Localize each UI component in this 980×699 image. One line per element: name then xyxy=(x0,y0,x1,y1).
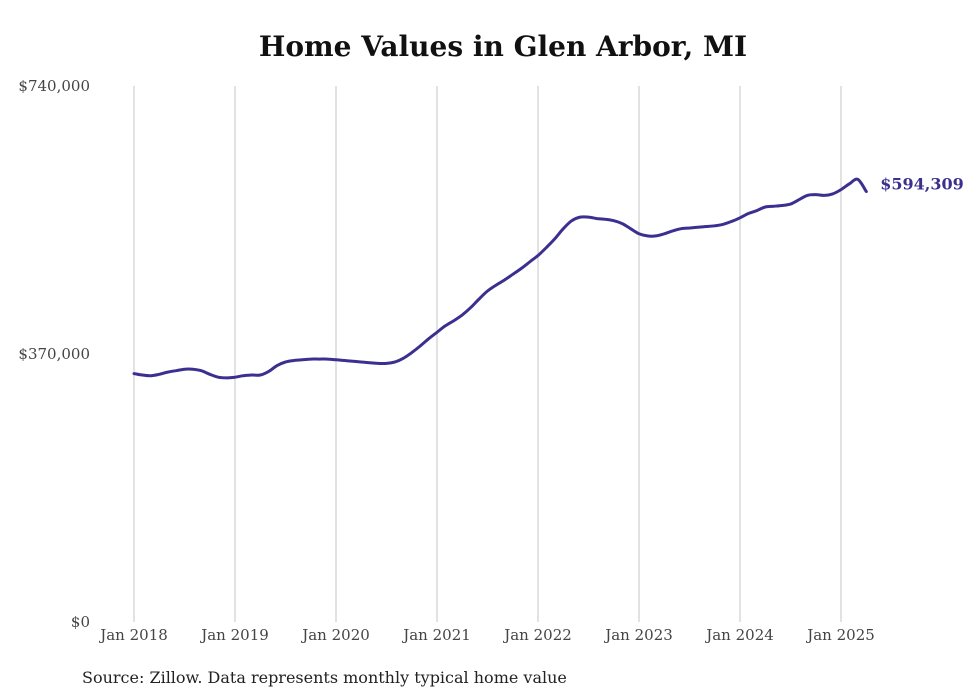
x-tick-label: Jan 2018 xyxy=(98,626,168,644)
y-axis-ticks: $0 $370,000 $740,000 xyxy=(18,77,90,631)
y-tick-label: $370,000 xyxy=(18,345,90,363)
x-tick-label: Jan 2023 xyxy=(603,626,673,644)
home-value-series-line xyxy=(132,177,868,380)
x-tick-label: Jan 2022 xyxy=(502,626,572,644)
gridlines xyxy=(133,86,842,622)
x-axis-ticks: Jan 2018 Jan 2019 Jan 2020 Jan 2021 Jan 2022… xyxy=(98,626,875,644)
x-tick-label: Jan 2020 xyxy=(300,626,370,644)
x-tick-label: Jan 2025 xyxy=(805,626,875,644)
x-tick-label: Jan 2024 xyxy=(704,626,774,644)
y-tick-label: $740,000 xyxy=(18,77,90,95)
chart-title: Home Values in Glen Arbor, MI xyxy=(258,30,748,63)
x-tick-label: Jan 2021 xyxy=(401,626,471,644)
x-tick-label: Jan 2019 xyxy=(199,626,269,644)
source-note: Source: Zillow. Data represents monthly … xyxy=(82,668,567,687)
end-value-label: $594,309 xyxy=(880,175,964,194)
y-tick-label: $0 xyxy=(71,613,90,631)
